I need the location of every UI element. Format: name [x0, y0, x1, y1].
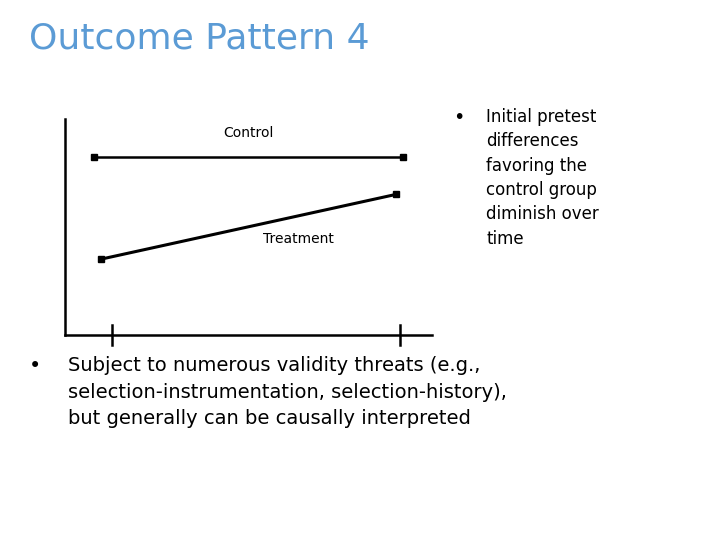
Text: Treatment: Treatment	[263, 232, 333, 246]
Text: Control: Control	[223, 126, 274, 140]
Text: Subject to numerous validity threats (e.g.,
selection-instrumentation, selection: Subject to numerous validity threats (e.…	[68, 356, 508, 428]
Text: •: •	[29, 356, 41, 376]
Text: Initial pretest
differences
favoring the
control group
diminish over
time: Initial pretest differences favoring the…	[486, 108, 599, 247]
Text: •: •	[454, 108, 465, 127]
Text: Outcome Pattern 4: Outcome Pattern 4	[29, 22, 369, 56]
